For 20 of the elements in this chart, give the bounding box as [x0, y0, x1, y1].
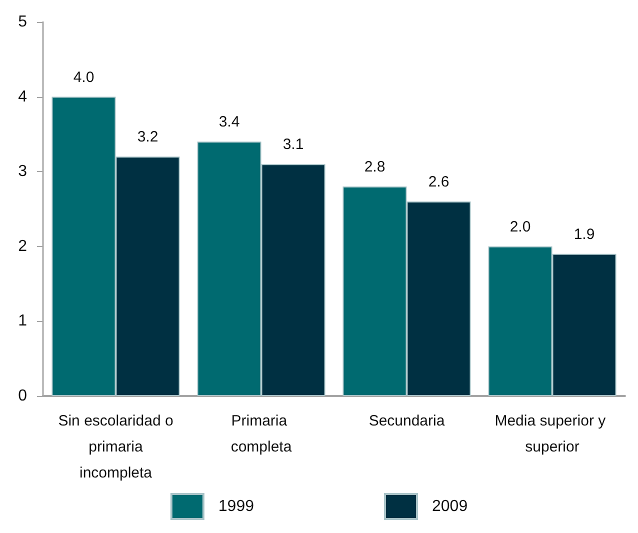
legend-label: 1999	[218, 498, 254, 515]
x-tick-label: Primaria completa	[230, 412, 292, 456]
y-tick-label: 2	[18, 238, 28, 255]
data-label: 2.8	[364, 158, 386, 176]
data-label: 3.4	[218, 114, 240, 131]
y-tick-label: 5	[18, 14, 28, 30]
x-tick-label: Sin escolaridad o primaria incompleta	[58, 412, 174, 482]
y-tick-label: 1	[18, 312, 28, 330]
data-label: 2.0	[510, 218, 531, 236]
data-label: 2.6	[428, 174, 450, 191]
data-label: 1.9	[574, 226, 595, 243]
data-label: 3.1	[282, 136, 304, 154]
x-tick-label: Secundaria	[368, 412, 446, 430]
y-tick-label: 0	[18, 388, 28, 404]
data-label: 4.0	[73, 68, 94, 86]
legend-label: 2009	[432, 498, 468, 515]
x-tick-label: Media superior y superior	[494, 412, 610, 456]
y-tick-label: 3	[18, 163, 28, 180]
data-label: 3.2	[137, 128, 158, 146]
y-tick-label: 4	[18, 88, 28, 106]
